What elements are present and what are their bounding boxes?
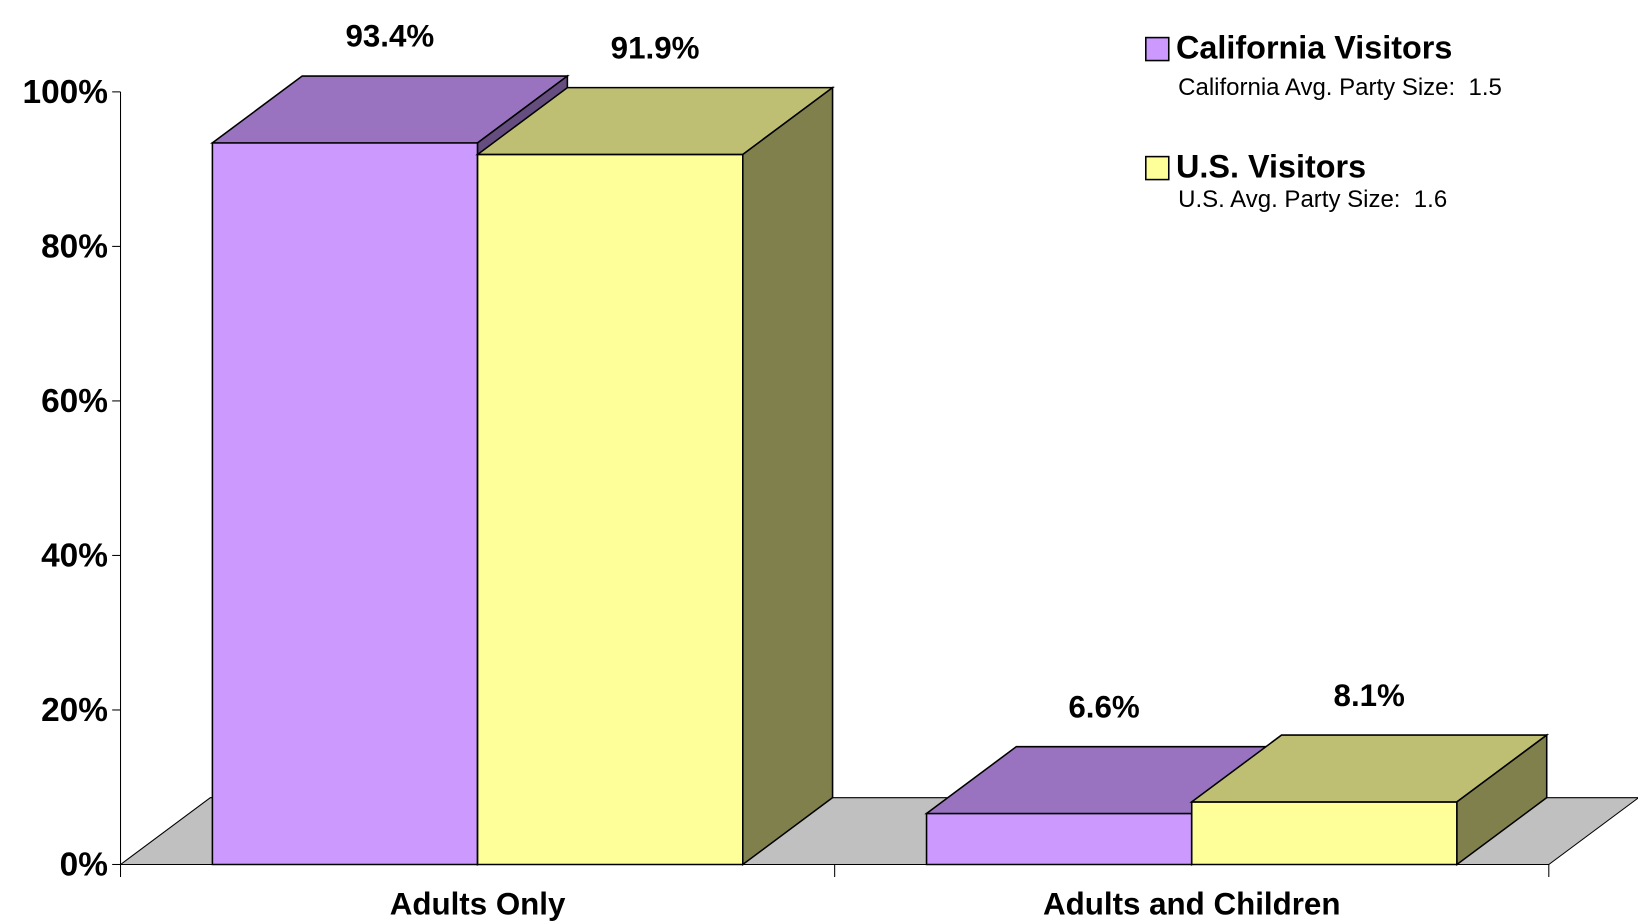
legend-label: U.S. Visitors bbox=[1176, 149, 1366, 185]
bar-front bbox=[211, 142, 479, 866]
value-label: 91.9% bbox=[611, 30, 700, 65]
x-tick-label: Adults and Children bbox=[1043, 887, 1340, 922]
legend-swatch bbox=[1145, 36, 1170, 62]
legend-note: U.S. Avg. Party Size: 1.6 bbox=[1178, 186, 1447, 213]
bar-front bbox=[1190, 801, 1458, 866]
bar-front bbox=[925, 812, 1193, 866]
y-tick-label: 0% bbox=[60, 846, 108, 883]
legend-swatch bbox=[1145, 155, 1170, 181]
bar-side bbox=[742, 86, 834, 867]
bar-side bbox=[1456, 733, 1548, 867]
x-tick-label: Adults Only bbox=[390, 887, 566, 922]
value-label: 8.1% bbox=[1334, 678, 1406, 713]
bar-front bbox=[476, 153, 744, 866]
legend-note: California Avg. Party Size: 1.5 bbox=[1178, 74, 1502, 101]
value-label: 93.4% bbox=[345, 19, 434, 54]
y-tick-label: 60% bbox=[41, 383, 108, 420]
legend-label: California Visitors bbox=[1176, 30, 1452, 66]
y-tick-label: 40% bbox=[41, 537, 108, 574]
value-label: 6.6% bbox=[1068, 689, 1140, 724]
y-tick-label: 80% bbox=[41, 228, 108, 265]
y-tick-label: 100% bbox=[23, 74, 108, 111]
y-tick-label: 20% bbox=[41, 692, 108, 729]
